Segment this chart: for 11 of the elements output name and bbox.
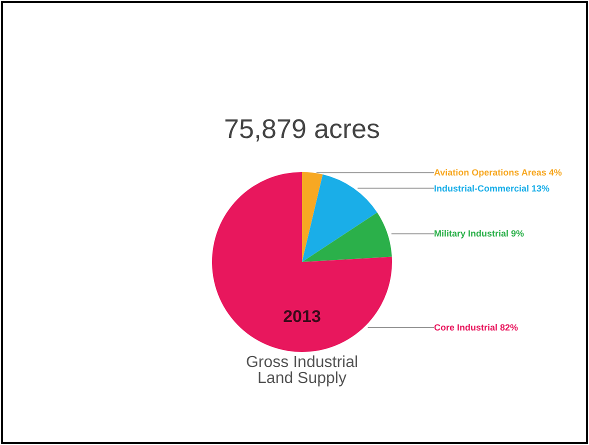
- chart-title: 75,879 acres: [224, 114, 380, 144]
- pie-slice: [302, 212, 392, 262]
- slice-label: Core Industrial 82%: [434, 322, 518, 332]
- slice-label: Military Industrial 9%: [434, 228, 524, 239]
- slice-label: Industrial-Commercial 13%: [434, 183, 550, 194]
- pie-slice: [302, 174, 378, 262]
- text: 2013: [283, 307, 321, 326]
- slice-label: Aviation Operations Areas 4%: [434, 168, 562, 178]
- pie-slice: [302, 172, 323, 262]
- pie-slice: [212, 172, 392, 352]
- text: Gross Industrial Land Supply: [246, 354, 358, 387]
